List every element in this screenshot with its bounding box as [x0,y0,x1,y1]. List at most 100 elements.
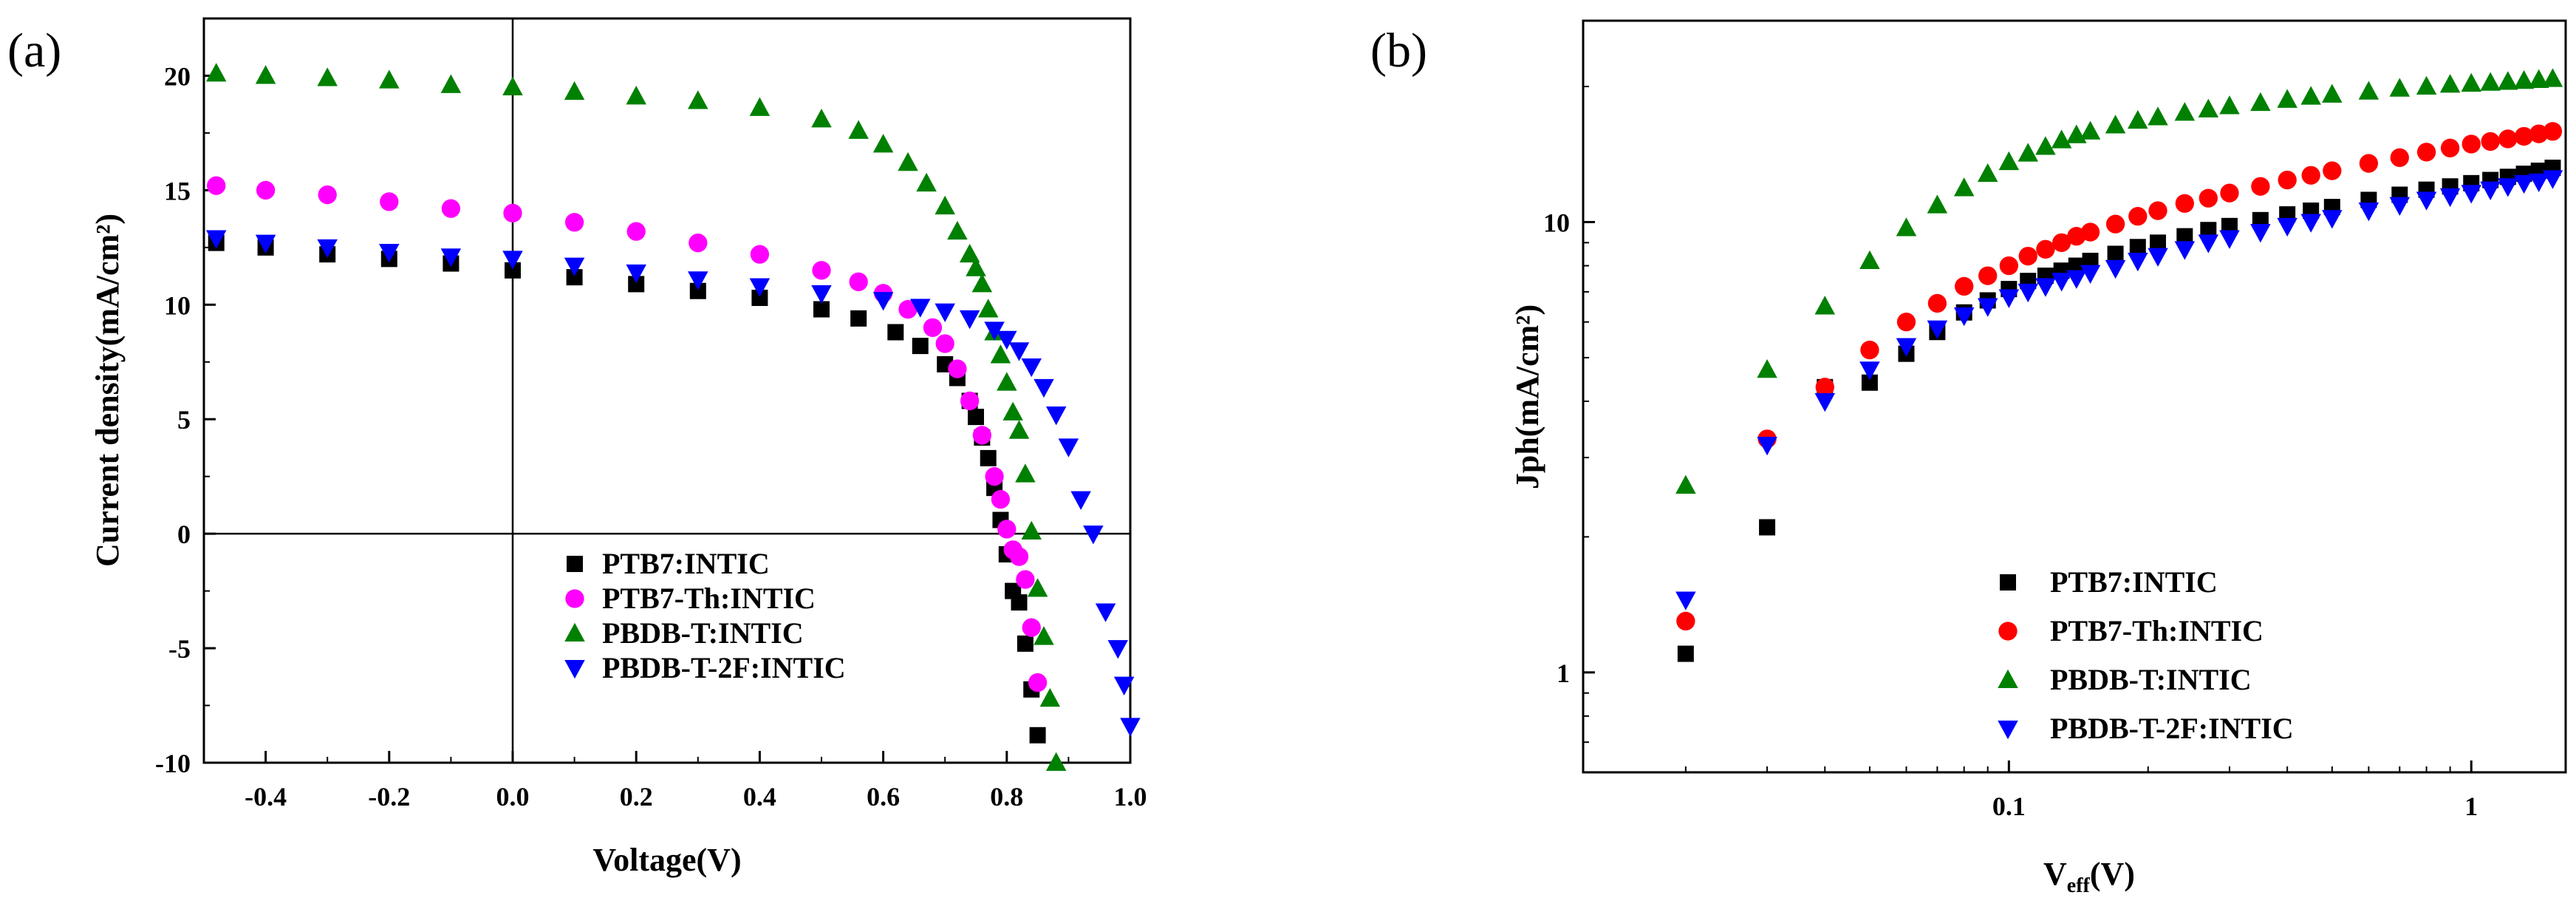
panel-b-point-pbdb-t-intic [1977,163,1998,183]
panel-a-point-ptb7-th-intic [972,426,992,445]
panel-b-point-ptb7-intic [2221,217,2238,234]
panel-a-point-pbdb-t-intic [971,273,993,293]
panel-b-point-pbdb-t-2f-intic [2358,203,2379,222]
panel-b-point-ptb7-th-intic [1978,266,1998,285]
panel-a-point-pbdb-t-intic [626,86,646,105]
panel-b-point-pbdb-t-intic [2389,78,2411,97]
panel-b-legend-marker-pbdb-t-intic [1998,669,2018,688]
panel-b-point-ptb7-th-intic [2148,201,2167,220]
panel-b-point-pbdb-t-intic [2198,98,2219,118]
panel-b-label: (b) [1370,24,1427,78]
panel-a-point-ptb7-intic [850,310,867,327]
panel-b-point-pbdb-t-2f-intic [2219,230,2240,249]
panel-a-point-ptb7-intic [1017,635,1034,652]
panel-a-point-ptb7-th-intic [750,245,770,264]
panel-a-reference-lines [204,18,1130,763]
panel-a-point-ptb7-intic [887,324,904,341]
panel-b-x-axis-label: Veff(V) [2043,856,2135,897]
panel-b-y-axis-label: Jph(mA/cm²) [1509,304,1545,489]
panel-b-point-pbdb-t-2f-intic [1859,361,1880,381]
panel-a-point-pbdb-t-2f-intic [255,234,276,253]
panel-a-point-pbdb-t-2f-intic [997,330,1017,350]
panel-a-point-pbdb-t-intic [916,172,937,192]
panel-b-point-pbdb-t-intic [2528,69,2549,88]
panel-b-point-ptb7-th-intic [2301,166,2320,185]
panel-b-point-ptb7-th-intic [2416,143,2436,162]
panel-b-point-pbdb-t-intic [2174,102,2196,121]
panel-b-point-ptb7-th-intic [2390,148,2409,167]
panel-a-point-ptb7-th-intic [923,318,943,337]
panel-b-legend-label-pbdb-t-2f-intic: PBDB-T-2F:INTIC [2050,712,2294,745]
panel-b-point-pbdb-t-intic [2051,129,2072,149]
panel-a-point-ptb7-intic [566,269,583,286]
panel-b-point-ptb7-th-intic [2220,183,2239,203]
panel-a-point-pbdb-t-intic [1021,520,1042,540]
panel-a-y-tick-label: 20 [164,61,191,91]
panel-b-x-tick-label: 1 [2464,792,2478,821]
panel-a-point-ptb7-intic [980,449,997,466]
panel-b-point-pbdb-t-intic [2513,69,2535,89]
panel-a-point-ptb7-th-intic [1016,570,1035,589]
panel-b-point-ptb7-th-intic [2080,222,2100,242]
panel-a-y-tick-label: 0 [177,520,191,549]
panel-b-legend-marker-pbdb-t-2f-intic [1998,721,2018,740]
panel-a-point-ptb7-th-intic [689,233,708,253]
panel-b-point-pbdb-t-2f-intic [2277,217,2297,237]
panel-a-point-pbdb-t-intic [688,90,708,109]
panel-a-plot-frame [202,17,1132,764]
panel-b-point-pbdb-t-2f-intic [2439,188,2461,208]
panel-a-y-axis-label: Current density(mA/cm²) [89,214,126,567]
panel-a-point-pbdb-t-2f-intic [626,264,646,284]
panel-a-point-pbdb-t-2f-intic [502,251,523,270]
panel-b-point-pbdb-t-2f-intic [1675,591,1696,610]
panel-a-point-ptb7-th-intic [997,520,1017,539]
panel-b-point-pbdb-t-intic [2322,84,2343,103]
panel-a-point-ptb7-intic [1011,594,1028,611]
panel-b-point-pbdb-t-intic [2542,68,2563,87]
panel-b-point-ptb7-intic [1677,645,1694,662]
panel-a-point-pbdb-t-intic [1002,401,1023,421]
panel-a-legend-label-ptb7-intic: PTB7:INTIC [602,547,770,580]
panel-b-point-pbdb-t-2f-intic [2416,191,2437,211]
panel-b-point-pbdb-t-intic [2439,74,2461,93]
panel-b-legend-label-ptb7-intic: PTB7:INTIC [2050,565,2218,599]
panel-b-point-pbdb-t-intic [2080,120,2101,140]
panel-b-point-ptb7-th-intic [2543,122,2563,141]
panel-b-point-pbdb-t-2f-intic [2035,278,2056,297]
panel-a-x-tick-label: 0.8 [990,782,1023,811]
panel-b-point-ptb7-th-intic [2199,188,2218,208]
panel-a-point-ptb7-th-intic [1022,618,1041,637]
panel-a-point-pbdb-t-2f-intic [564,257,585,276]
panel-b-point-ptb7-th-intic [2514,126,2534,146]
panel-a-point-ptb7-th-intic [207,176,226,195]
panel-a-point-ptb7-th-intic [503,203,522,223]
panel-a-point-pbdb-t-2f-intic [440,248,462,268]
panel-b-point-pbdb-t-2f-intic [2389,197,2411,216]
panel-b-y-tick-label: 10 [1543,208,1570,237]
panel-b-point-pbdb-t-intic [2250,92,2271,112]
panel-b-point-pbdb-t-intic [2148,106,2168,126]
panel-a-x-tick-label: 0.2 [620,782,653,811]
panel-a-chart: (a) -0.4 -0.2 0.0 0.2 0.4 0.6 0.8 1.0 -10 -5 0 5 10 1… [7,17,1147,878]
panel-a-point-pbdb-t-2f-intic [1107,640,1129,659]
panel-b-point-pbdb-t-intic [2128,109,2148,129]
panel-b-point-ptb7-th-intic [1896,313,1916,332]
panel-a-label: (a) [7,24,61,78]
panel-b-point-pbdb-t-intic [1896,217,1917,236]
panel-b-y-tick-label: 1 [1557,659,1570,688]
panel-a-point-pbdb-t-intic [1045,752,1067,771]
panel-a-point-pbdb-t-2f-intic [749,278,771,297]
panel-b-point-pbdb-t-2f-intic [2198,234,2219,253]
panel-a-point-ptb7-th-intic [441,199,461,218]
panel-b-point-ptb7-th-intic [1676,611,1695,631]
panel-b-point-pbdb-t-2f-intic [2105,259,2126,279]
panel-a-legend-label-pbdb-t-intic: PBDB-T:INTIC [602,616,804,650]
panel-b-point-ptb7-th-intic [1999,256,2018,276]
panel-a-point-ptb7-th-intic [991,490,1011,509]
panel-b-point-ptb7-intic [2107,245,2124,262]
panel-a-point-pbdb-t-2f-intic [1034,378,1054,398]
panel-b-point-ptb7-intic [1759,519,1776,536]
panel-a-point-pbdb-t-intic [872,134,894,153]
panel-b-point-ptb7-th-intic [2052,233,2071,253]
panel-a-ticks: -0.4 -0.2 0.0 0.2 0.4 0.6 0.8 1.0 -10 -5 0 5 10 15 20 [155,18,1147,811]
